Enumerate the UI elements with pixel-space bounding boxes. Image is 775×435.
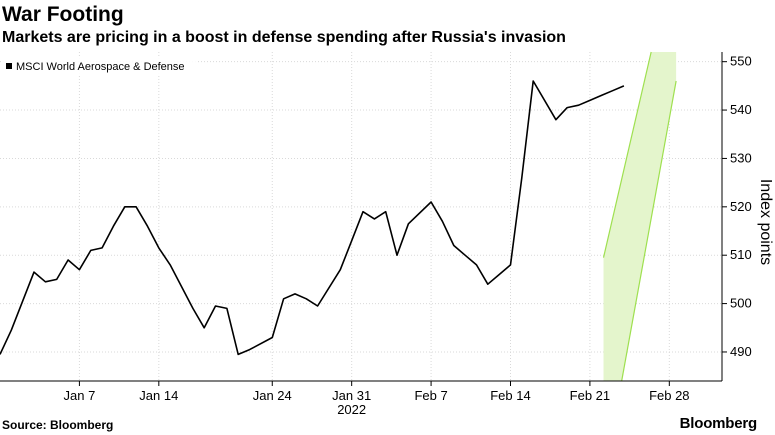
x-tick-label: Jan 7 bbox=[64, 388, 96, 403]
x-tick-label: Feb 7 bbox=[414, 388, 447, 403]
legend-background bbox=[2, 57, 196, 76]
x-tick-label: Jan 31 bbox=[332, 388, 371, 403]
y-tick-label: 510 bbox=[730, 247, 752, 262]
x-tick-label: Feb 28 bbox=[649, 388, 689, 403]
bloomberg-logo: Bloomberg bbox=[679, 415, 758, 432]
y-tick-label: 500 bbox=[730, 296, 752, 311]
chart-title: War Footing bbox=[2, 3, 124, 26]
x-year-label: 2022 bbox=[337, 402, 366, 417]
axes: 490 500 510 520 530 540 550 Jan 7 Jan 14 Jan 24 Ja… bbox=[0, 52, 752, 417]
y-tick-label: 490 bbox=[730, 344, 752, 359]
y-tick-label: 520 bbox=[730, 199, 752, 214]
x-tick-label: Feb 21 bbox=[570, 388, 610, 403]
series-layer bbox=[0, 80, 625, 356]
trend-band-fill bbox=[603, 52, 677, 381]
legend-entry-label: MSCI World Aerospace & Defense bbox=[16, 61, 185, 73]
y-tick-label: 550 bbox=[730, 54, 752, 69]
legend: MSCI World Aerospace & Defense bbox=[2, 57, 196, 76]
y-tick-label: 540 bbox=[730, 102, 752, 117]
legend-swatch bbox=[6, 63, 12, 69]
y-axis-title: Index points bbox=[757, 179, 774, 265]
y-tick-label: 530 bbox=[730, 150, 752, 165]
trend-band-upper-line bbox=[602, 51, 652, 258]
trend-band bbox=[602, 51, 677, 382]
x-tick-label: Jan 24 bbox=[253, 388, 292, 403]
source-note: Source: Bloomberg bbox=[2, 418, 114, 432]
trend-band-lower-line bbox=[621, 80, 677, 382]
series-line-msci-world-aerospace-defense bbox=[0, 80, 625, 356]
gridlines bbox=[0, 52, 722, 381]
x-tick-label: Jan 14 bbox=[139, 388, 178, 403]
chart-subtitle: Markets are pricing in a boost in defens… bbox=[2, 29, 566, 46]
x-tick-label: Feb 14 bbox=[490, 388, 530, 403]
